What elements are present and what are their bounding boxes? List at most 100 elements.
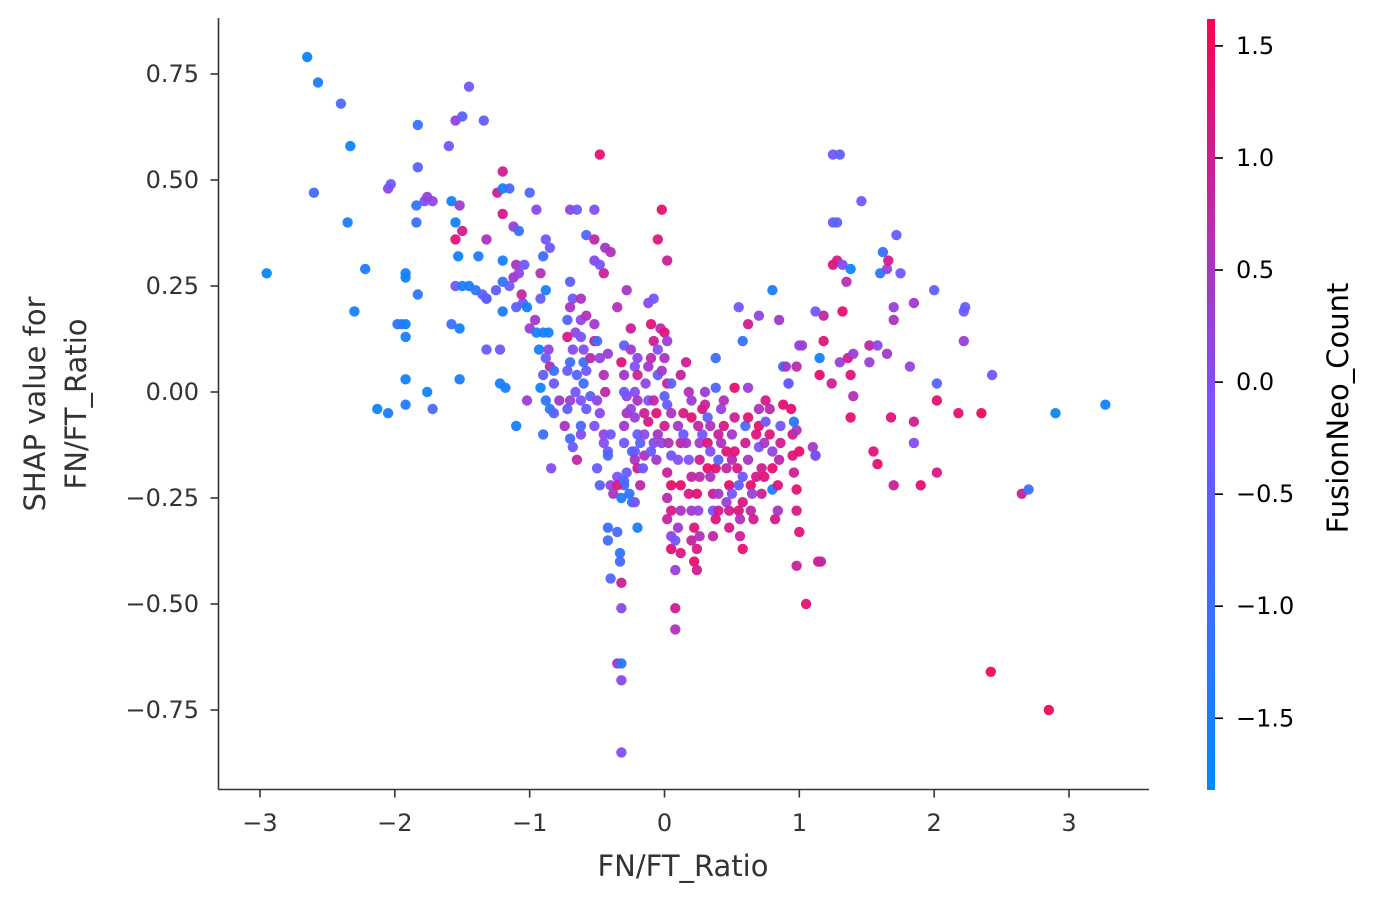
data-point xyxy=(742,412,754,423)
data-point xyxy=(494,344,506,355)
data-point xyxy=(683,386,694,398)
x-tick-label: 0 xyxy=(657,809,672,837)
data-point xyxy=(427,196,438,207)
data-point xyxy=(662,514,673,525)
data-point xyxy=(670,564,681,576)
data-point xyxy=(670,603,681,614)
data-point xyxy=(450,234,461,245)
data-point xyxy=(724,480,735,491)
data-point xyxy=(564,433,576,444)
data-point xyxy=(446,196,457,207)
data-point xyxy=(500,382,511,393)
data-point xyxy=(567,344,578,355)
data-point xyxy=(856,196,867,207)
data-point xyxy=(400,374,411,385)
data-point xyxy=(697,429,708,440)
data-point xyxy=(519,259,530,270)
y-tick-label: −0.50 xyxy=(125,590,199,618)
data-point xyxy=(888,302,899,313)
data-point xyxy=(446,319,457,330)
data-point xyxy=(791,484,802,495)
y-tick-label: 0.25 xyxy=(146,272,199,300)
x-tick-label: −2 xyxy=(377,809,412,837)
data-point xyxy=(585,352,596,364)
data-point xyxy=(814,369,825,381)
colorbar-tick-label: −1.0 xyxy=(1236,592,1294,620)
data-point xyxy=(382,408,394,419)
data-point xyxy=(881,348,893,359)
data-point xyxy=(931,378,943,389)
data-point xyxy=(618,475,630,487)
data-point xyxy=(567,441,578,453)
data-point xyxy=(718,420,729,432)
data-point xyxy=(513,268,525,279)
data-point xyxy=(726,454,738,465)
data-point xyxy=(645,446,657,457)
data-point xyxy=(511,420,522,432)
data-point xyxy=(985,666,996,677)
data-point xyxy=(864,340,875,351)
data-point xyxy=(976,408,987,419)
colorbar-tick-label: −0.5 xyxy=(1236,480,1294,508)
data-point xyxy=(751,471,762,482)
data-point xyxy=(773,454,785,465)
data-point xyxy=(733,505,744,516)
data-point xyxy=(564,395,576,406)
data-point xyxy=(535,268,546,279)
data-point xyxy=(800,598,812,610)
data-point xyxy=(691,543,703,555)
data-point xyxy=(618,420,630,432)
data-point xyxy=(713,505,724,516)
data-point xyxy=(732,463,743,474)
data-point xyxy=(648,395,659,406)
data-point xyxy=(791,361,802,372)
data-point xyxy=(672,522,684,533)
data-point xyxy=(656,365,667,376)
data-point xyxy=(602,535,614,546)
data-point xyxy=(335,98,347,109)
data-point xyxy=(594,480,605,491)
data-point xyxy=(629,386,640,398)
data-point xyxy=(543,327,554,338)
data-point xyxy=(745,505,756,516)
data-point xyxy=(686,412,697,423)
data-point xyxy=(834,357,845,368)
data-point xyxy=(400,268,411,279)
data-point xyxy=(666,408,677,419)
data-point xyxy=(643,361,654,372)
data-point xyxy=(575,293,587,304)
data-point xyxy=(1023,484,1034,495)
data-point xyxy=(598,268,609,279)
data-point xyxy=(675,547,686,559)
data-point xyxy=(564,357,576,368)
data-point xyxy=(616,675,627,686)
data-point xyxy=(454,374,465,385)
data-point xyxy=(756,488,767,499)
data-point xyxy=(605,246,616,258)
data-point xyxy=(713,454,724,465)
data-point xyxy=(629,497,640,508)
data-point xyxy=(699,386,711,398)
data-point xyxy=(742,382,754,393)
data-point xyxy=(540,234,551,245)
data-point xyxy=(594,352,605,364)
data-point xyxy=(891,229,902,241)
scatter-points xyxy=(261,51,1111,758)
data-point xyxy=(726,488,738,499)
data-point xyxy=(643,416,654,427)
colorbar-tick-label: 1.5 xyxy=(1236,32,1274,60)
data-point xyxy=(612,302,623,313)
data-point xyxy=(635,437,646,449)
data-point xyxy=(815,556,827,567)
data-point xyxy=(683,454,694,465)
data-point xyxy=(625,344,636,355)
data-point xyxy=(705,446,716,457)
data-point xyxy=(683,488,694,499)
y-axis-label-line-2: FN/FT_Ratio xyxy=(59,319,93,490)
data-point xyxy=(598,437,609,449)
data-point xyxy=(511,259,522,270)
data-point xyxy=(629,454,640,465)
data-point xyxy=(521,302,533,313)
data-point xyxy=(729,412,740,423)
